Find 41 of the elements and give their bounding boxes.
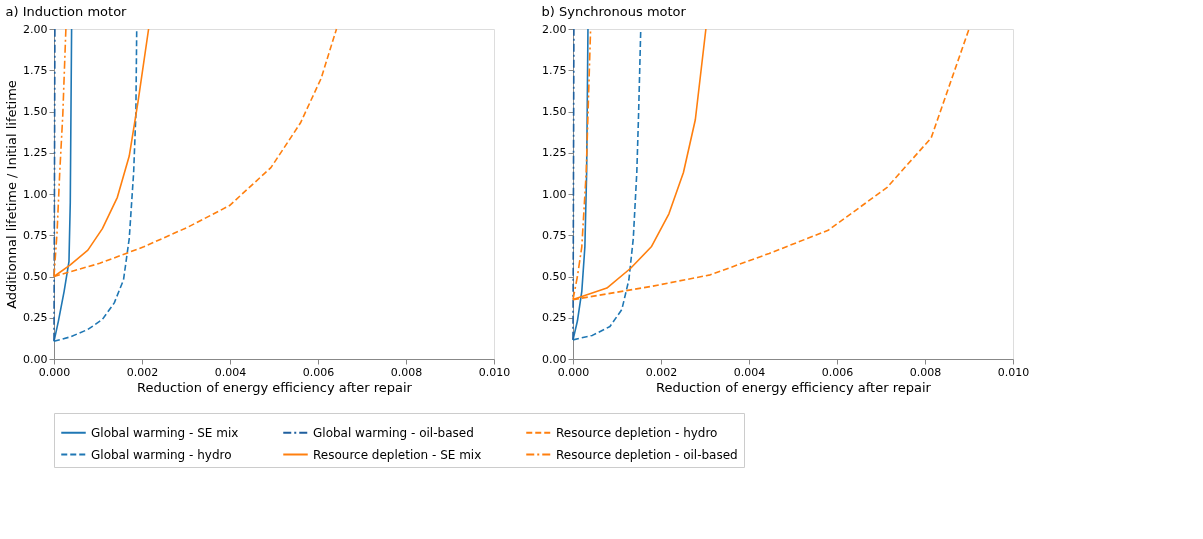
y-tick-label: 1.75 (542, 63, 567, 77)
y-tick-label: 0.75 (542, 228, 567, 242)
x-tick-label: 0.004 (214, 365, 247, 379)
y-tick-label: 0.50 (542, 270, 567, 283)
x-tick-label: 0.002 (645, 365, 678, 379)
y-tick-label: 2.00 (542, 22, 567, 36)
x-tick-label: 0.008 (909, 365, 942, 379)
x-tick-label: 0.004 (733, 365, 766, 379)
x-tick-label: 0.010 (478, 365, 511, 379)
y-tick-label: 1.00 (542, 187, 567, 201)
x-tick-label: 0.010 (997, 365, 1030, 379)
y-axis-title: Additionnal lifetime / Initial lifetime (4, 80, 20, 309)
legend-label: Resource depletion - SE mix (313, 447, 482, 462)
chart-title: b) Synchronous motor (541, 4, 687, 19)
legend-label: Global warming - SE mix (91, 425, 239, 440)
y-tick-label: 2.00 (23, 22, 48, 36)
legend-label: Resource depletion - oil-based (556, 447, 738, 462)
x-axis-title: Reduction of energy efficiency after repair (137, 379, 413, 395)
y-tick-label: 1.50 (542, 105, 567, 118)
y-tick-label: 1.00 (23, 187, 48, 201)
y-tick-label: 0.25 (542, 311, 567, 325)
x-tick-label: 0.006 (302, 365, 335, 379)
y-tick-label: 0.00 (542, 352, 567, 366)
y-tick-label: 0.50 (23, 270, 48, 283)
legend-label: Global warming - oil-based (313, 425, 474, 440)
y-tick-label: 1.75 (23, 63, 48, 77)
y-tick-label: 0.00 (23, 352, 48, 366)
x-tick-label: 0.000 (557, 365, 590, 379)
y-tick-label: 0.25 (23, 311, 48, 325)
y-tick-label: 1.50 (23, 105, 48, 118)
y-tick-label: 0.75 (23, 228, 48, 242)
x-tick-label: 0.008 (390, 365, 423, 379)
x-tick-label: 0.006 (821, 365, 854, 379)
chart-title: a) Induction motor (5, 4, 128, 19)
x-tick-label: 0.002 (126, 365, 159, 379)
legend-label: Global warming - hydro (91, 447, 232, 462)
y-tick-label: 1.25 (542, 146, 567, 160)
y-tick-label: 1.25 (23, 146, 48, 160)
x-tick-label: 0.000 (38, 365, 71, 379)
legend-label: Resource depletion - hydro (556, 425, 718, 440)
x-axis-title: Reduction of energy efficiency after repair (656, 379, 932, 395)
